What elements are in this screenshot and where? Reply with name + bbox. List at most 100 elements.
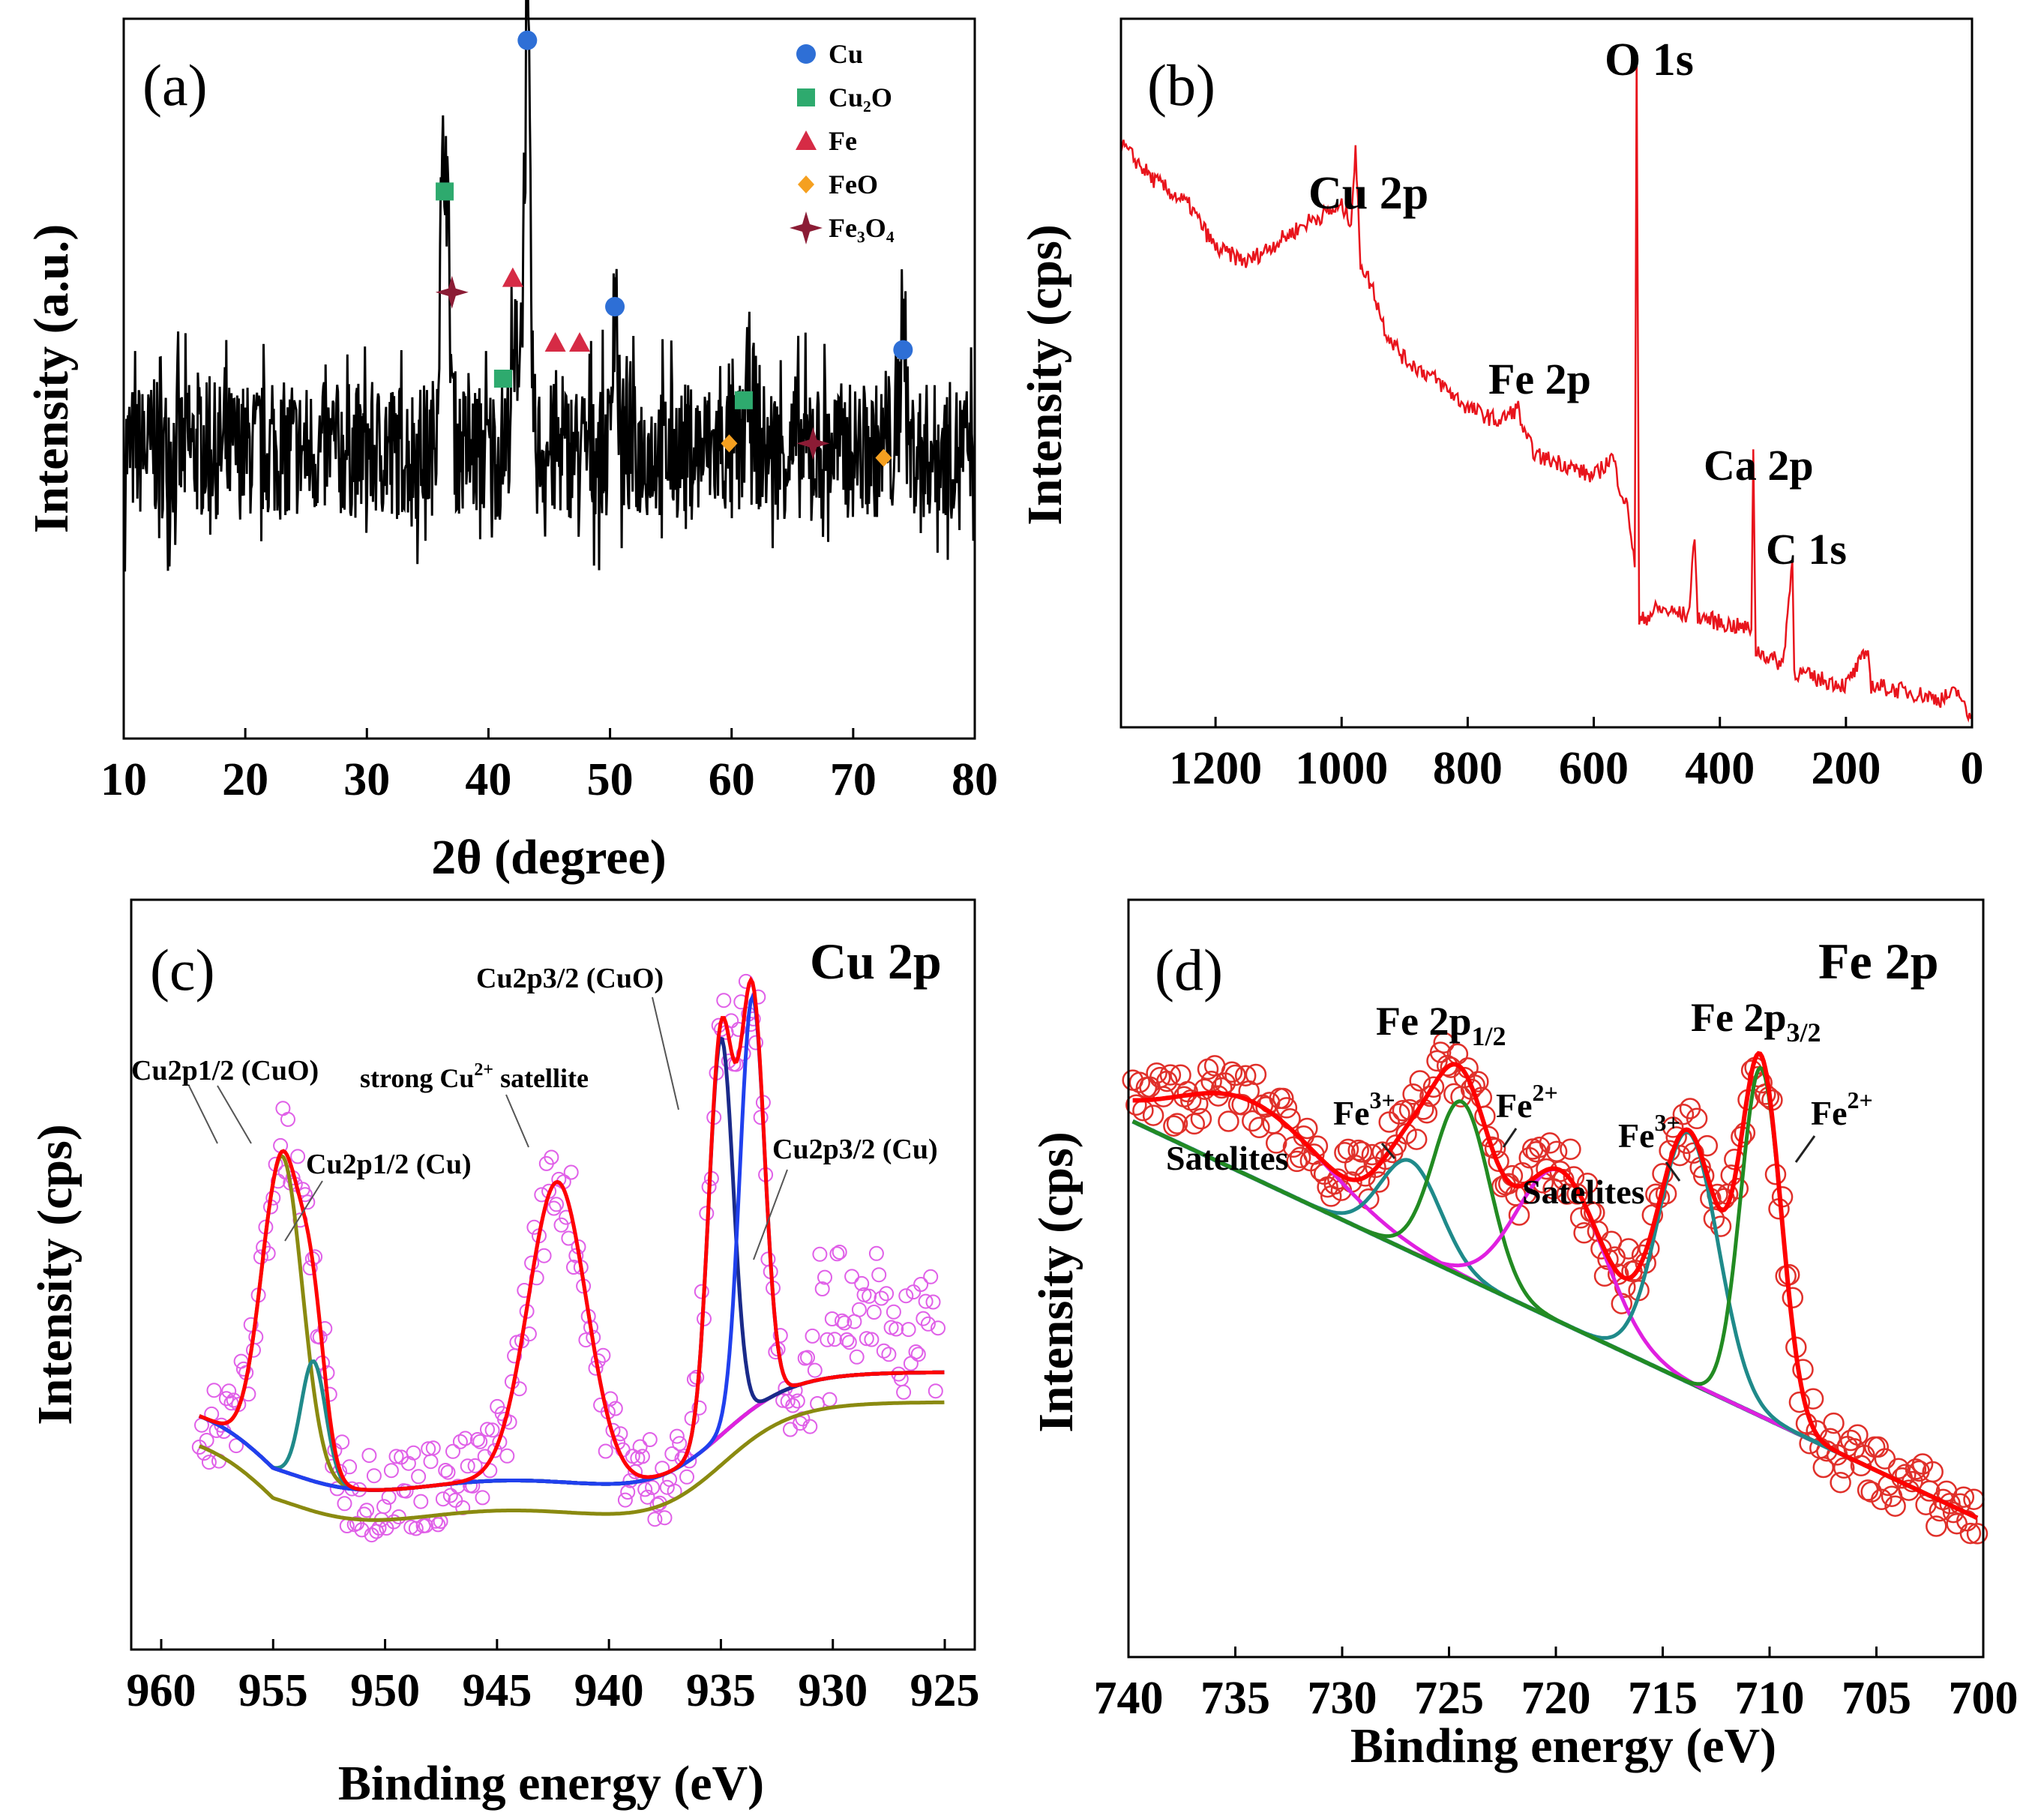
c-annotations: Cu2p1/2 (CuO) strong Cu2+ satellite Cu2p… — [131, 963, 938, 1260]
b-tick-label-1: 1000 — [1295, 743, 1388, 794]
c-tick-label-2: 950 — [350, 1665, 420, 1716]
c-y-axis-label: Intensity (cps) — [28, 1124, 82, 1425]
d-plot-frame — [1127, 898, 1985, 1659]
d-anno-fe2-2-sup: 2+ — [1848, 1086, 1873, 1113]
a-tick-label-1: 20 — [222, 754, 268, 805]
c-panel-label: (c) — [150, 937, 215, 1002]
b-tick-label-6: 0 — [1961, 743, 1984, 794]
c-series-envelope — [198, 975, 945, 1492]
a-marker-4 — [493, 370, 512, 388]
d-tick-label-5: 715 — [1628, 1673, 1698, 1724]
d-panel-label: (d) — [1155, 937, 1223, 1002]
c-anno-cu2p12-cuo: Cu2p1/2 (CuO) — [131, 1055, 319, 1086]
b-series-survey — [1119, 53, 1972, 723]
d-anno-fe2p12: Fe 2p1/2 — [1376, 999, 1506, 1051]
c-anno-satellite-a: strong Cu — [360, 1063, 474, 1093]
a-marker-11 — [435, 275, 469, 309]
d-anno-fe2p32-sub: 3/2 — [1787, 1017, 1821, 1047]
a-marker-0 — [517, 30, 538, 50]
d-title: Fe 2p — [1818, 933, 1939, 990]
a-legend-label-4: Fe₃O₄ — [829, 213, 895, 243]
panel-b-xps-survey: 1200 1000 800 600 400 200 0 (b) Intensity (cps… — [1018, 17, 1984, 794]
d-anno-fe2p12-base: Fe 2p — [1376, 999, 1472, 1044]
c-anno-cu2p32-cu: Cu2p3/2 (Cu) — [772, 1134, 938, 1165]
d-tick-label-4: 720 — [1521, 1673, 1591, 1724]
c-data-layer — [191, 973, 946, 1543]
b-anno-fe2p: Fe 2p — [1488, 355, 1591, 403]
a-legend-label-0: Cu — [829, 39, 863, 69]
c-arrow-4 — [652, 996, 679, 1110]
a-legend-label-3: FeO — [829, 169, 878, 199]
a-panel-label: (a) — [142, 52, 208, 118]
a-series-xrd — [124, 0, 975, 572]
a-legend-marker-4 — [790, 211, 823, 244]
d-tick-label-0: 740 — [1094, 1673, 1164, 1724]
a-tick-label-3: 40 — [465, 754, 511, 805]
a-plot-frame — [122, 17, 976, 740]
d-series-envelope — [1132, 1050, 1979, 1521]
c-title: Cu 2p — [810, 933, 942, 990]
d-anno-satelites-1: Satelites — [1166, 1139, 1289, 1177]
d-arrow-2 — [1502, 1128, 1518, 1148]
c-arrow-1b — [188, 1085, 218, 1144]
d-tick-label-7: 705 — [1842, 1673, 1911, 1724]
d-anno-fe2-2-base: Fe — [1811, 1094, 1848, 1132]
a-x-ticks: 10 20 30 40 50 60 70 80 — [100, 728, 998, 805]
c-series-cu2p32-cuo — [198, 1035, 945, 1492]
d-anno-fe3-2-sup: 3+ — [1655, 1109, 1680, 1136]
a-y-axis-label: Intensity (a.u.) — [24, 224, 79, 534]
c-tick-label-7: 925 — [910, 1665, 980, 1716]
a-legend-label-1: Cu₂O — [829, 82, 892, 112]
d-x-axis-label: Binding energy (eV) — [1350, 1719, 1776, 1773]
a-tick-label-0: 10 — [100, 754, 147, 805]
a-tick-label-7: 80 — [952, 754, 998, 805]
a-legend-label-2: Fe — [829, 126, 857, 156]
d-x-ticks: 740 735 730 725 720 715 710 705 700 — [1094, 1647, 2019, 1724]
a-tick-label-4: 50 — [587, 754, 634, 805]
d-y-axis-label: Intensity (cps) — [1029, 1131, 1083, 1433]
c-anno-satellite-sup: 2+ — [474, 1060, 493, 1080]
d-anno-fe2-1-sup: 2+ — [1533, 1079, 1558, 1106]
d-anno-fe2-1: Fe2+ — [1496, 1079, 1558, 1125]
c-tick-label-1: 955 — [238, 1665, 308, 1716]
c-series-background-olive — [198, 1400, 945, 1522]
d-anno-fe2p32: Fe 2p3/2 — [1691, 995, 1821, 1047]
a-tick-label-5: 60 — [709, 754, 755, 805]
c-arrow-2 — [284, 1180, 323, 1242]
a-marker-10 — [875, 448, 892, 467]
a-x-axis-label: 2θ (degree) — [431, 830, 667, 885]
a-legend: Cu Cu₂O Fe FeO Fe₃O₄ — [790, 39, 895, 244]
c-arrow-5 — [753, 1169, 788, 1260]
b-anno-ca2p: Ca 2p — [1704, 441, 1814, 490]
a-phase-markers — [435, 30, 913, 467]
d-tick-label-1: 735 — [1200, 1673, 1270, 1724]
d-tick-label-6: 710 — [1735, 1673, 1805, 1724]
a-legend-marker-1 — [797, 88, 815, 106]
c-anno-satellite-b: satellite — [493, 1063, 589, 1093]
d-anno-fe2p12-sub: 1/2 — [1472, 1021, 1506, 1051]
a-legend-marker-2 — [796, 130, 817, 150]
b-panel-label: (b) — [1147, 52, 1215, 118]
d-anno-fe3-2: Fe3+ — [1618, 1109, 1680, 1155]
d-anno-fe2-1-base: Fe — [1496, 1086, 1533, 1125]
d-anno-fe3-1-sup: 3+ — [1370, 1086, 1395, 1113]
d-data-layer — [1122, 1032, 1989, 1545]
a-legend-marker-0 — [796, 44, 816, 64]
b-tick-label-2: 800 — [1433, 743, 1503, 794]
a-tick-label-2: 30 — [343, 754, 390, 805]
d-anno-fe2-2: Fe2+ — [1811, 1086, 1873, 1132]
c-anno-cu2p12-cu: Cu2p1/2 (Cu) — [306, 1149, 472, 1180]
a-marker-8 — [569, 332, 591, 352]
panel-d-fe2p: 740 735 730 725 720 715 710 705 700 (d) Fe 2p Bi… — [1029, 898, 2019, 1773]
c-series-background — [198, 1370, 945, 1492]
c-arrow-1 — [217, 1085, 252, 1144]
b-data-layer — [1119, 53, 1972, 723]
d-anno-fe3-2-base: Fe — [1618, 1116, 1655, 1155]
c-anno-satellite: strong Cu2+ satellite — [360, 1060, 589, 1093]
c-tick-label-0: 960 — [127, 1665, 196, 1716]
b-anno-o1s: O 1s — [1605, 34, 1694, 85]
c-anno-cu2p32-cuo: Cu2p3/2 (CuO) — [476, 963, 664, 994]
d-anno-fe3-1-base: Fe — [1333, 1094, 1370, 1132]
c-x-ticks: 960 955 950 945 940 935 930 925 — [127, 1639, 980, 1716]
